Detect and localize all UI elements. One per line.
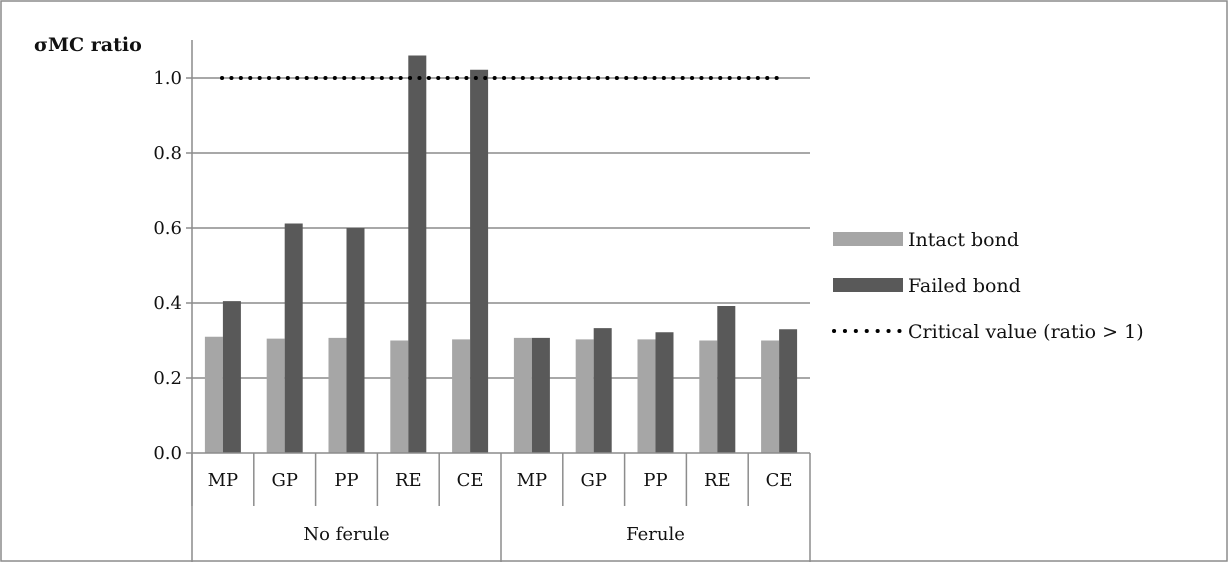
y-tick-label: 0.6 [153,218,182,239]
y-tick-label: 0.4 [153,293,182,314]
bar-intact [637,339,656,453]
axes: 0.0 0.2 0.4 0.6 0.8 1.0 MP GP PP RE CE MP GP PP RE CE No… [153,40,811,562]
legend-label: Failed bond [908,275,1021,297]
x-tick-label: CE [457,470,484,491]
y-tick-label: 0.8 [153,143,182,164]
x-tick-label: RE [395,470,422,491]
legend: Intact bond Failed bond Critical value (ra… [832,229,1144,343]
legend-label: Critical value (ratio > 1) [908,321,1144,343]
bar-failed [531,337,550,453]
legend-swatch [833,232,903,246]
bar-failed [655,332,674,453]
x-tick-label: PP [334,470,358,491]
bar-failed [346,228,365,453]
x-tick-label: GP [580,470,607,491]
bar-intact [761,340,780,453]
legend-label: Intact bond [908,229,1019,251]
y-tick-label: 0.0 [153,443,182,464]
bar-failed [408,55,427,453]
y-tick-label: 1.0 [153,68,182,89]
x-tick-label: PP [643,470,667,491]
x-tick-label: MP [517,470,548,491]
x-tick-label: RE [704,470,731,491]
bars [204,55,798,453]
bar-intact [328,337,347,453]
bar-failed [284,223,303,453]
bar-intact [513,337,532,453]
group-label: No ferule [303,524,389,545]
x-tick-label: CE [766,470,793,491]
bar-failed [593,328,612,453]
y-tick-label: 0.2 [153,368,182,389]
bar-intact [699,340,718,453]
bar-intact [204,336,223,453]
bar-intact [452,339,471,453]
x-tick-label: MP [208,470,239,491]
x-tick-label: GP [271,470,298,491]
group-label: Ferule [626,524,685,545]
bar-failed [470,69,489,453]
bar-failed [717,306,736,453]
bar-intact [266,338,285,453]
bar-intact [390,340,409,453]
bar-failed [222,301,241,453]
legend-swatch [833,278,903,292]
y-axis-label: σMC ratio [34,34,142,56]
bar-intact [575,339,594,453]
bar-failed [779,329,798,453]
